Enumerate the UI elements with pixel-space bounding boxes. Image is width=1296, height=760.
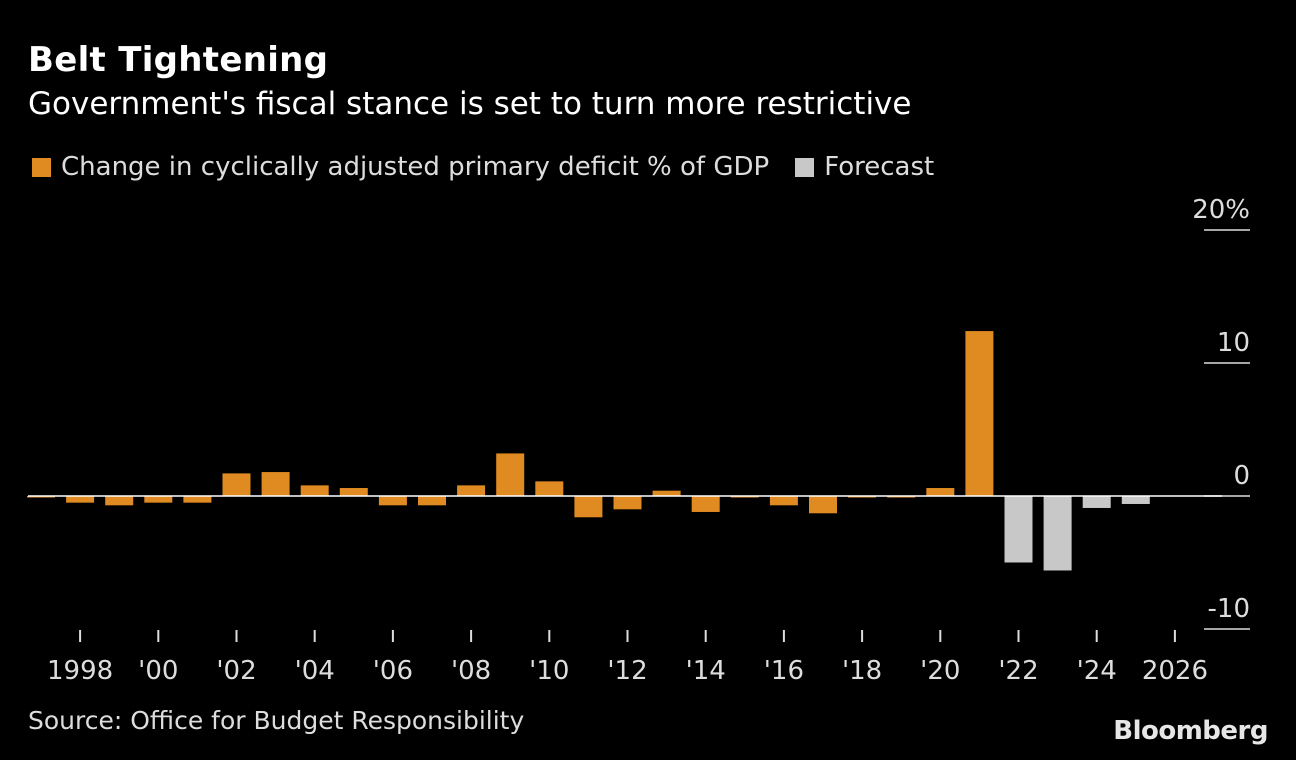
- bar-actual: [965, 331, 994, 496]
- bar-actual: [926, 488, 955, 496]
- bar-actual: [574, 496, 603, 518]
- x-tick-label: '20: [920, 656, 960, 686]
- x-tick-label: '22: [998, 656, 1038, 686]
- bar-forecast: [1121, 496, 1150, 504]
- bar-actual: [496, 453, 525, 496]
- bar-actual: [457, 485, 486, 496]
- y-tick-label: -10: [1208, 594, 1250, 624]
- bar-actual: [144, 496, 173, 503]
- x-tick-label: '04: [295, 656, 335, 686]
- x-tick-label: '24: [1077, 656, 1117, 686]
- bar-actual: [613, 496, 642, 510]
- x-tick-label: '00: [138, 656, 178, 686]
- legend-item-forecast: Forecast: [795, 152, 934, 182]
- y-tick-label: 0: [1233, 461, 1250, 491]
- bar-actual: [769, 496, 798, 506]
- bar-actual: [339, 488, 368, 496]
- x-tick-label: '16: [764, 656, 804, 686]
- bar-actual: [652, 490, 681, 496]
- bar-actual: [691, 496, 720, 512]
- bar-forecast: [1004, 496, 1033, 563]
- bar-actual: [105, 496, 134, 506]
- bar-actual: [300, 485, 329, 496]
- bar-actual: [418, 496, 446, 506]
- x-tick-label: '08: [451, 656, 491, 686]
- bar-actual: [261, 472, 290, 496]
- legend-swatch-forecast: [795, 157, 815, 177]
- legend-swatch-actual: [32, 157, 51, 177]
- x-tick-label: '06: [373, 656, 413, 686]
- chart-title: Belt Tightening: [28, 40, 329, 80]
- x-tick-label: '02: [216, 656, 256, 686]
- y-tick-label: 10: [1217, 328, 1250, 358]
- legend-label-forecast: Forecast: [824, 152, 935, 182]
- legend-label-actual: Change in cyclically adjusted primary de…: [61, 152, 770, 182]
- bar-actual: [66, 496, 95, 503]
- bloomberg-logo: Bloomberg: [1113, 716, 1268, 746]
- legend-item-actual: Change in cyclically adjusted primary de…: [32, 152, 769, 182]
- source-note: Source: Office for Budget Responsibility: [28, 706, 525, 735]
- bar-actual: [378, 496, 407, 506]
- chart-legend: Change in cyclically adjusted primary de…: [32, 152, 960, 182]
- x-tick-label: '12: [607, 656, 647, 686]
- bar-forecast: [1082, 496, 1111, 508]
- chart-subtitle: Government's fiscal stance is set to tur…: [28, 86, 912, 122]
- bar-forecast: [1043, 496, 1072, 571]
- bar-actual: [535, 481, 564, 496]
- x-tick-label: 1998: [47, 656, 113, 686]
- y-tick-label: 20%: [1192, 195, 1250, 225]
- x-tick-label: '14: [686, 656, 726, 686]
- x-tick-label: '18: [842, 656, 882, 686]
- bar-actual: [809, 496, 837, 514]
- x-tick-label: '10: [529, 656, 569, 686]
- x-tick-label: 2026: [1142, 656, 1208, 686]
- bar-actual: [183, 496, 212, 503]
- bar-actual: [222, 473, 251, 496]
